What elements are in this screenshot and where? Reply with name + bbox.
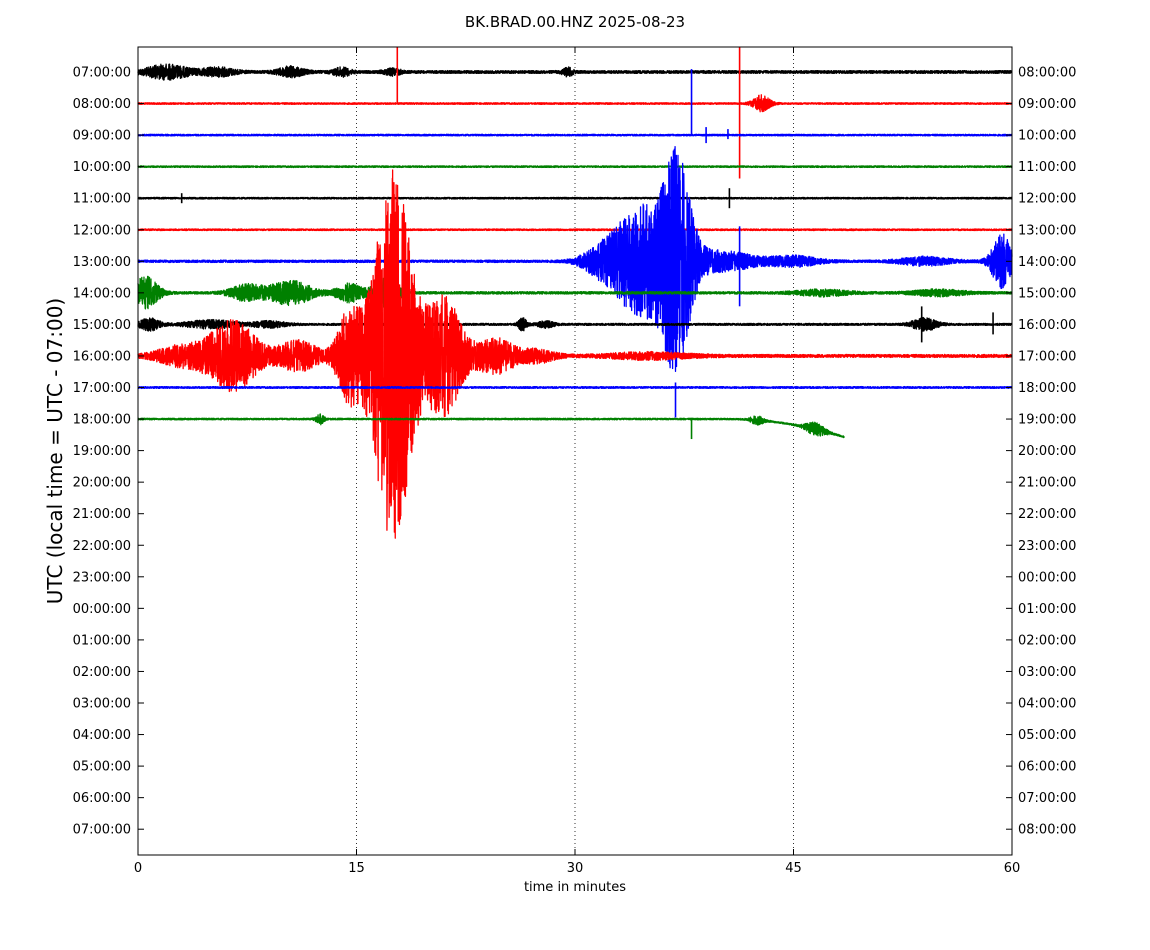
right-time-label: 03:00:00 — [1018, 665, 1076, 680]
trace-line-3 — [137, 165, 1013, 169]
x-tick-label-60: 60 — [1004, 861, 1021, 876]
left-time-label: 10:00:00 — [73, 160, 131, 175]
left-time-label: 20:00:00 — [73, 476, 131, 491]
right-time-label: 08:00:00 — [1018, 823, 1076, 838]
right-time-label: 01:00:00 — [1018, 602, 1076, 617]
x-axis: 0 15 30 45 60 — [134, 47, 1020, 876]
right-time-label: 14:00:00 — [1018, 255, 1076, 270]
left-time-label: 00:00:00 — [73, 602, 131, 617]
trace-17:00:00 — [137, 382, 1013, 418]
trace-line-1 — [137, 94, 1013, 113]
left-time-label: 09:00:00 — [73, 129, 131, 144]
trace-line-0 — [137, 63, 1013, 81]
right-time-axis: 08:00:00 09:00:00 10:00:00 11:00:00 12:00:00… — [1006, 66, 1076, 838]
right-time-label: 13:00:00 — [1018, 223, 1076, 238]
trace-08:00:00 — [137, 47, 1013, 179]
left-time-label: 21:00:00 — [73, 507, 131, 522]
left-time-label: 07:00:00 — [73, 66, 131, 81]
left-time-label: 02:00:00 — [73, 665, 131, 680]
seismic-traces — [137, 47, 1013, 539]
left-time-label: 07:00:00 — [73, 823, 131, 838]
right-time-label: 09:00:00 — [1018, 97, 1076, 112]
left-time-label: 12:00:00 — [73, 223, 131, 238]
trace-line-2 — [137, 133, 1013, 137]
trace-line-7 — [137, 275, 1013, 310]
right-time-label: 17:00:00 — [1018, 349, 1076, 364]
trace-10:00:00 — [137, 165, 1013, 169]
trace-14:00:00 — [137, 275, 1013, 310]
right-time-label: 19:00:00 — [1018, 413, 1076, 428]
right-time-label: 21:00:00 — [1018, 476, 1076, 491]
trace-line-4 — [137, 196, 1013, 200]
right-time-label: 06:00:00 — [1018, 760, 1076, 775]
left-time-label: 03:00:00 — [73, 697, 131, 712]
trace-16:00:00 — [137, 169, 1013, 539]
trace-line-10 — [137, 385, 1013, 390]
trace-09:00:00 — [137, 69, 1013, 144]
right-time-label: 02:00:00 — [1018, 633, 1076, 648]
trace-07:00:00 — [137, 63, 1013, 81]
right-time-label: 18:00:00 — [1018, 381, 1076, 396]
trace-line-11 — [137, 413, 845, 439]
trace-18:00:00 — [137, 413, 845, 440]
x-tick-label-15: 15 — [348, 861, 365, 876]
left-time-label: 17:00:00 — [73, 381, 131, 396]
right-time-label: 00:00:00 — [1018, 570, 1076, 585]
trace-line-8 — [137, 316, 1013, 332]
right-time-label: 04:00:00 — [1018, 697, 1076, 712]
left-time-axis: 07:00:00 08:00:00 09:00:00 10:00:00 11:00:00… — [73, 66, 144, 838]
right-time-label: 10:00:00 — [1018, 129, 1076, 144]
trace-12:00:00 — [137, 228, 1013, 232]
trace-line-5 — [137, 228, 1013, 232]
left-time-label: 13:00:00 — [73, 255, 131, 270]
x-tick-label-30: 30 — [567, 861, 584, 876]
left-time-label: 08:00:00 — [73, 97, 131, 112]
left-time-label: 14:00:00 — [73, 286, 131, 301]
right-time-label: 07:00:00 — [1018, 791, 1076, 806]
trace-15:00:00 — [137, 306, 1013, 343]
x-tick-label-0: 0 — [134, 861, 142, 876]
left-time-label: 01:00:00 — [73, 633, 131, 648]
left-time-label: 04:00:00 — [73, 728, 131, 743]
trace-13:00:00 — [137, 146, 1013, 373]
chart-title: BK.BRAD.00.HNZ 2025-08-23 — [465, 13, 685, 31]
right-time-label: 12:00:00 — [1018, 192, 1076, 207]
left-time-label: 05:00:00 — [73, 760, 131, 775]
right-time-label: 22:00:00 — [1018, 507, 1076, 522]
right-time-label: 23:00:00 — [1018, 539, 1076, 554]
left-time-label: 11:00:00 — [73, 192, 131, 207]
left-time-label: 16:00:00 — [73, 349, 131, 364]
left-time-label: 19:00:00 — [73, 444, 131, 459]
right-time-label: 05:00:00 — [1018, 728, 1076, 743]
trace-line-9 — [137, 169, 1013, 539]
right-time-label: 16:00:00 — [1018, 318, 1076, 333]
left-time-label: 23:00:00 — [73, 570, 131, 585]
right-time-label: 11:00:00 — [1018, 160, 1076, 175]
vertical-grid — [356, 47, 794, 855]
right-time-label: 08:00:00 — [1018, 66, 1076, 81]
left-time-label: 22:00:00 — [73, 539, 131, 554]
trace-line-6 — [137, 146, 1013, 373]
x-axis-label: time in minutes — [524, 880, 626, 895]
left-time-label: 18:00:00 — [73, 413, 131, 428]
trace-11:00:00 — [137, 188, 1013, 209]
x-tick-label-45: 45 — [785, 861, 802, 876]
left-time-label: 06:00:00 — [73, 791, 131, 806]
left-time-label: 15:00:00 — [73, 318, 131, 333]
right-time-label: 20:00:00 — [1018, 444, 1076, 459]
right-time-label: 15:00:00 — [1018, 286, 1076, 301]
y-axis-label: UTC (local time = UTC - 07:00) — [43, 298, 67, 604]
